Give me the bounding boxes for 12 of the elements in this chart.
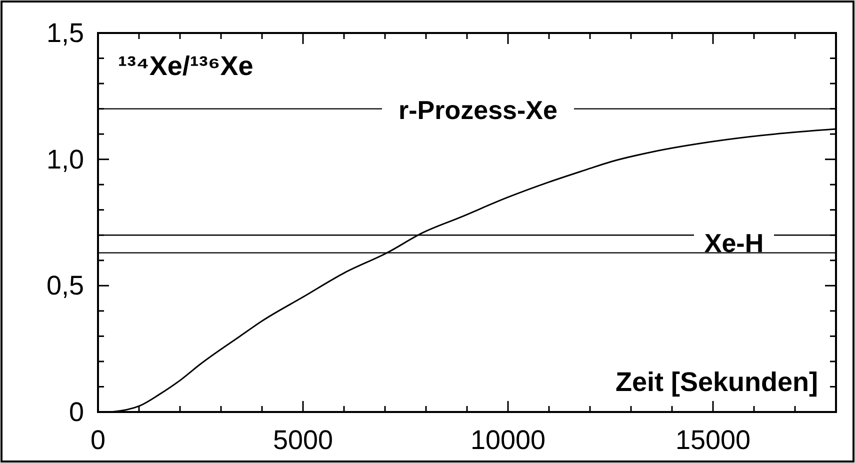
x-tick-label: 0 bbox=[90, 425, 106, 455]
x-tick-label: 15000 bbox=[675, 425, 751, 455]
y-tick-label: 1,5 bbox=[46, 18, 84, 48]
y-axis-title: ¹³⁴Xe/¹³⁶Xe bbox=[118, 51, 254, 81]
ref-line-label: r-Prozess-Xe bbox=[398, 94, 558, 125]
x-tick-label: 10000 bbox=[470, 425, 546, 455]
y-tick-label: 0,5 bbox=[46, 270, 84, 301]
y-tick-label: 0 bbox=[68, 397, 84, 427]
x-axis-title: Zeit [Sekunden] bbox=[615, 367, 818, 397]
ref-line-label: Xe-H bbox=[704, 228, 764, 258]
y-tick-label: 1,0 bbox=[46, 144, 84, 174]
x-tick-label: 5000 bbox=[272, 425, 334, 455]
